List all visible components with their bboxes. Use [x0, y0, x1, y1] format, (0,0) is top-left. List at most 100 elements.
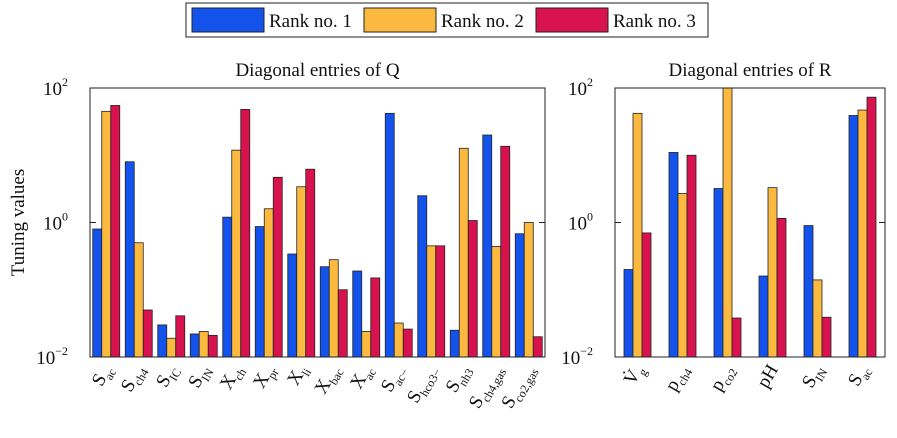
x-tick-label: Sac	[88, 361, 119, 391]
bar	[110, 105, 121, 358]
x-tick-label: Sac	[844, 361, 875, 391]
bar	[198, 331, 209, 358]
bar	[767, 187, 778, 358]
bar	[272, 176, 283, 358]
bar	[758, 275, 769, 358]
bar	[449, 329, 460, 358]
bar	[361, 331, 372, 358]
plot-frame	[614, 87, 886, 358]
y-tick-label: 102	[568, 75, 593, 100]
bar	[101, 110, 112, 358]
y-tick-label: 100	[43, 210, 68, 235]
y-tick-label: 102	[43, 75, 68, 100]
bar	[500, 145, 511, 358]
bar	[803, 225, 814, 358]
y-tick-exponent: 0	[587, 210, 593, 224]
legend-label: Rank no. 2	[441, 11, 524, 32]
bar	[175, 315, 186, 358]
bar	[133, 242, 144, 358]
x-tick-label: pH	[753, 361, 783, 392]
chart-title: Diagonal entries of Q	[235, 60, 399, 81]
x-tick-label: SIC	[152, 361, 184, 393]
legend-swatch	[191, 7, 265, 33]
y-axis-label: Tuning values	[8, 169, 29, 277]
x-tick-label: Sco2,gas	[497, 361, 541, 414]
bar	[668, 152, 679, 358]
bar	[231, 149, 242, 358]
bar	[857, 109, 868, 358]
bar	[623, 269, 634, 358]
bar	[514, 233, 525, 358]
x-tick-label: Xch	[216, 361, 249, 395]
x-tick-subscript: co2,gas	[511, 366, 541, 405]
x-tick-label: Xpr	[249, 361, 282, 394]
bar	[821, 316, 832, 358]
bar	[435, 245, 446, 358]
x-tick-label: Sch4	[117, 361, 152, 397]
bar	[686, 154, 697, 358]
y-tick-label: 10−2	[561, 344, 593, 369]
bar	[222, 216, 233, 358]
y-tick-exponent: −2	[55, 344, 68, 358]
y-tick-base: 10	[568, 214, 587, 235]
bar	[92, 228, 103, 358]
x-tick-label: pch4	[661, 361, 695, 396]
y-tick-base: 10	[561, 348, 580, 369]
bar	[532, 336, 543, 358]
bar	[722, 87, 733, 358]
bar	[641, 232, 652, 358]
chart-title: Diagonal entries of R	[668, 60, 831, 81]
y-tick-base: 10	[43, 79, 62, 100]
x-tick-label: Snh3	[442, 361, 477, 398]
bar	[417, 195, 428, 358]
x-tick-label: Xac	[346, 361, 379, 394]
bar	[166, 337, 177, 358]
y-tick-label: 100	[568, 210, 593, 235]
bar	[866, 96, 877, 358]
bar	[305, 168, 316, 358]
legend-swatch	[363, 7, 437, 33]
bar	[677, 193, 688, 358]
bar	[287, 253, 298, 358]
bar	[491, 246, 502, 358]
bar	[189, 333, 200, 358]
bar	[731, 317, 742, 358]
bar	[296, 186, 307, 358]
bar	[352, 270, 363, 358]
x-tick-label: Xbac	[311, 361, 347, 399]
bar	[393, 322, 404, 358]
y-tick-base: 10	[36, 348, 55, 369]
legend-label: Rank no. 3	[613, 11, 696, 32]
bar	[467, 220, 478, 358]
x-tick-label: Xli	[283, 360, 314, 390]
legend-swatch	[535, 7, 609, 33]
x-tick-subscript: hco3−	[417, 366, 444, 399]
y-tick-base: 10	[43, 214, 62, 235]
bar	[240, 109, 251, 358]
legend-box	[185, 2, 709, 38]
bar	[482, 134, 493, 358]
bar	[124, 161, 135, 358]
bar	[713, 188, 724, 358]
y-tick-exponent: 2	[587, 75, 593, 89]
y-tick-exponent: 2	[62, 75, 68, 89]
x-tick-label: SIN	[184, 361, 217, 393]
bar	[328, 259, 339, 358]
bar	[207, 334, 218, 358]
x-tick-symbol: pH	[753, 361, 783, 392]
bar	[632, 112, 643, 358]
plot-frame	[89, 87, 546, 358]
bar	[402, 328, 413, 358]
x-tick-label: Shco3−	[403, 361, 444, 408]
bar	[337, 289, 348, 358]
x-tick-label: pco2	[706, 361, 740, 396]
x-tick-label: SIN	[798, 361, 831, 393]
bar	[157, 324, 168, 358]
bar	[458, 147, 469, 358]
y-tick-label: 10−2	[36, 344, 68, 369]
bar	[263, 208, 274, 358]
legend-label: Rank no. 1	[269, 11, 352, 32]
y-tick-base: 10	[568, 79, 587, 100]
